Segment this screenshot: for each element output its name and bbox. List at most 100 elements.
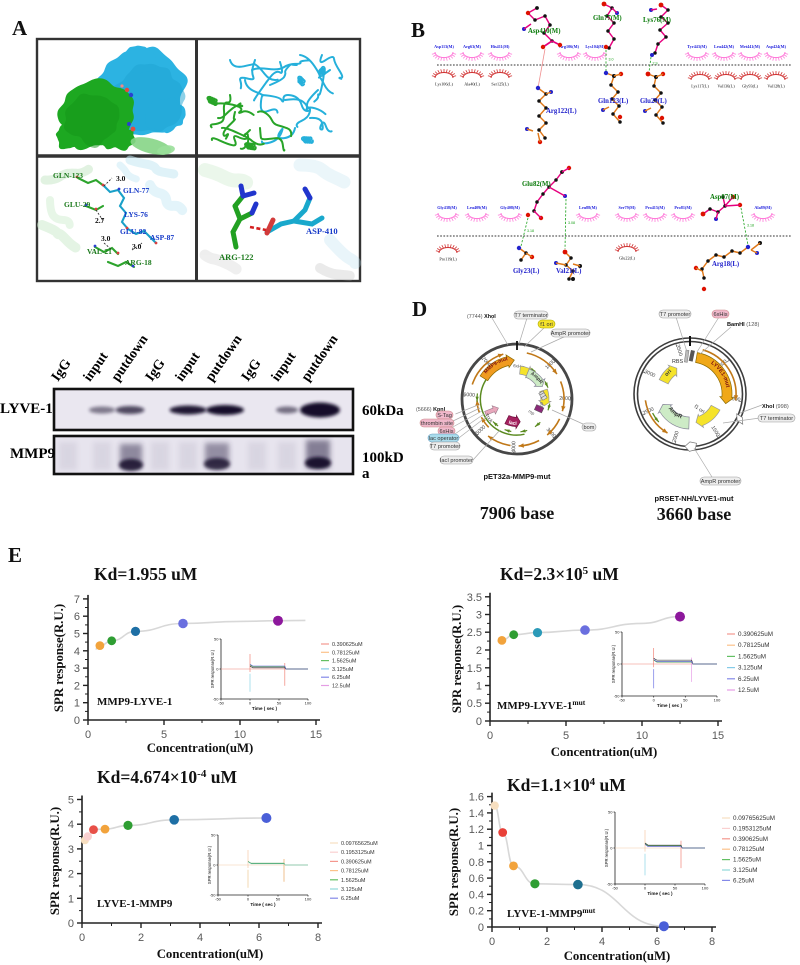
svg-text:SPR response(R.U.): SPR response(R.U.) [52,604,66,712]
svg-text:2: 2 [68,869,74,881]
svg-text:3: 3 [74,663,80,675]
svg-text:f1 ori: f1 ori [540,322,552,328]
svg-text:0: 0 [617,662,620,667]
svg-text:Gln123(L): Gln123(L) [598,98,628,105]
svg-text:RBS: RBS [672,359,683,365]
svg-text:0.5: 0.5 [467,698,482,710]
svg-text:Val128(L): Val128(L) [767,84,785,89]
svg-text:0: 0 [476,716,482,728]
svg-text:Leu88(M): Leu88(M) [579,205,598,210]
svg-text:1.5625uM: 1.5625uM [332,659,357,665]
svg-text:Asp113(M): Asp113(M) [434,44,454,49]
svg-text:Time ( sec ): Time ( sec ) [647,891,673,896]
svg-text:2000: 2000 [559,396,571,402]
svg-text:Ser79(M): Ser79(M) [619,205,637,210]
svg-text:f1 ori: f1 ori [693,404,706,415]
svg-text:2000: 2000 [672,430,681,443]
svg-text:3.0: 3.0 [132,242,142,251]
svg-text:Kd=2.3×105 uM: Kd=2.3×105 uM [500,564,619,584]
svg-text:T7 terminator: T7 terminator [514,313,547,319]
svg-text:Ala40(L): Ala40(L) [464,82,480,87]
svg-text:lacI: lacI [508,420,518,427]
svg-text:1.5: 1.5 [467,663,482,675]
svg-text:GLN-77: GLN-77 [123,186,150,195]
svg-text:SPR response(R.U.): SPR response(R.U.) [450,605,464,713]
svg-text:6.25uM: 6.25uM [738,676,759,683]
svg-text:0.390625uM: 0.390625uM [332,642,363,648]
svg-text:-50: -50 [218,701,225,706]
svg-text:0: 0 [216,667,219,672]
svg-text:6.25uM: 6.25uM [733,877,754,884]
svg-text:0: 0 [644,886,647,891]
svg-text:Met441(M): Met441(M) [740,44,761,49]
svg-text:4000: 4000 [511,441,517,453]
svg-text:(5666) KpnI: (5666) KpnI [416,407,446,413]
svg-text:1: 1 [68,893,74,905]
svg-text:100: 100 [714,698,721,703]
svg-text:100: 100 [702,886,709,891]
svg-text:Time ( sec ): Time ( sec ) [250,902,276,907]
svg-text:Gly438(M): Gly438(M) [437,205,457,210]
svg-text:0: 0 [610,846,613,851]
svg-text:MMP9-LYVE-1: MMP9-LYVE-1 [97,696,172,708]
svg-text:GLN-123: GLN-123 [53,171,83,180]
svg-text:0.4: 0.4 [469,889,484,901]
svg-text:3.125uM: 3.125uM [341,887,363,893]
svg-text:3.125uM: 3.125uM [738,665,763,672]
svg-text:Concentration(uM): Concentration(uM) [147,741,254,755]
svg-text:Pro415(M): Pro415(M) [645,205,665,210]
svg-text:Lys106(L): Lys106(L) [435,82,453,87]
svg-text:8: 8 [315,932,321,944]
svg-text:pRSET-NH/LYVE1-mut: pRSET-NH/LYVE1-mut [655,494,734,503]
svg-text:LYVE-1-MMP9mut: LYVE-1-MMP9mut [507,906,596,921]
svg-text:0: 0 [247,897,250,902]
svg-text:ARG-18: ARG-18 [125,258,152,267]
svg-text:thrombin site: thrombin site [421,421,453,427]
svg-text:0.78125uM: 0.78125uM [738,642,770,649]
svg-text:-50: -50 [619,698,626,703]
svg-text:0: 0 [74,715,80,727]
svg-text:XhoI (998): XhoI (998) [762,404,789,410]
svg-text:6xHis: 6xHis [714,312,728,318]
svg-text:0.1953125uM: 0.1953125uM [733,825,772,832]
svg-text:0.78125uM: 0.78125uM [332,650,360,656]
svg-text:3: 3 [476,610,482,622]
svg-text:Val136(L): Val136(L) [717,84,735,89]
svg-text:Asp87(M): Asp87(M) [710,194,739,201]
svg-text:op: op [539,401,545,407]
svg-text:Glu22(L): Glu22(L) [619,256,635,261]
svg-text:2: 2 [544,936,550,948]
svg-text:-50: -50 [614,694,621,699]
svg-text:5: 5 [68,795,74,807]
svg-text:0.78125uM: 0.78125uM [341,869,369,875]
svg-text:Arg18(L): Arg18(L) [712,261,739,268]
svg-text:12.5uM: 12.5uM [738,687,759,694]
svg-text:TrxA: TrxA [484,413,494,424]
svg-text:50: 50 [276,897,281,902]
svg-text:50: 50 [615,630,620,635]
svg-text:6.25uM: 6.25uM [341,896,360,902]
svg-text:AmpR promoter: AmpR promoter [701,479,741,485]
svg-text:1: 1 [478,841,484,853]
svg-text:Glu29(L): Glu29(L) [640,98,667,105]
svg-text:Pro81(M): Pro81(M) [674,205,692,210]
svg-text:3500: 3500 [674,344,683,357]
svg-text:3660 base: 3660 base [657,504,732,524]
svg-text:0.1953125uM: 0.1953125uM [341,850,375,856]
svg-text:T7 promoter: T7 promoter [660,312,691,318]
svg-text:2: 2 [74,680,80,692]
svg-text:4: 4 [68,819,74,831]
svg-text:0: 0 [213,863,216,868]
svg-text:SPR response(R.U.): SPR response(R.U.) [210,649,215,688]
svg-text:SPR response(R.U.): SPR response(R.U.) [611,644,616,683]
svg-text:1.5625uM: 1.5625uM [341,878,366,884]
svg-text:100: 100 [305,701,312,706]
svg-text:0.6: 0.6 [469,873,484,885]
svg-text:1.2: 1.2 [469,824,484,836]
svg-text:7: 7 [74,594,80,606]
svg-text:Gln77(M): Gln77(M) [593,15,622,22]
svg-text:Arg63(M): Arg63(M) [463,44,482,49]
svg-text:SPR response(R.U.): SPR response(R.U.) [604,828,609,867]
svg-text:6: 6 [74,611,80,623]
svg-text:15: 15 [712,730,724,742]
